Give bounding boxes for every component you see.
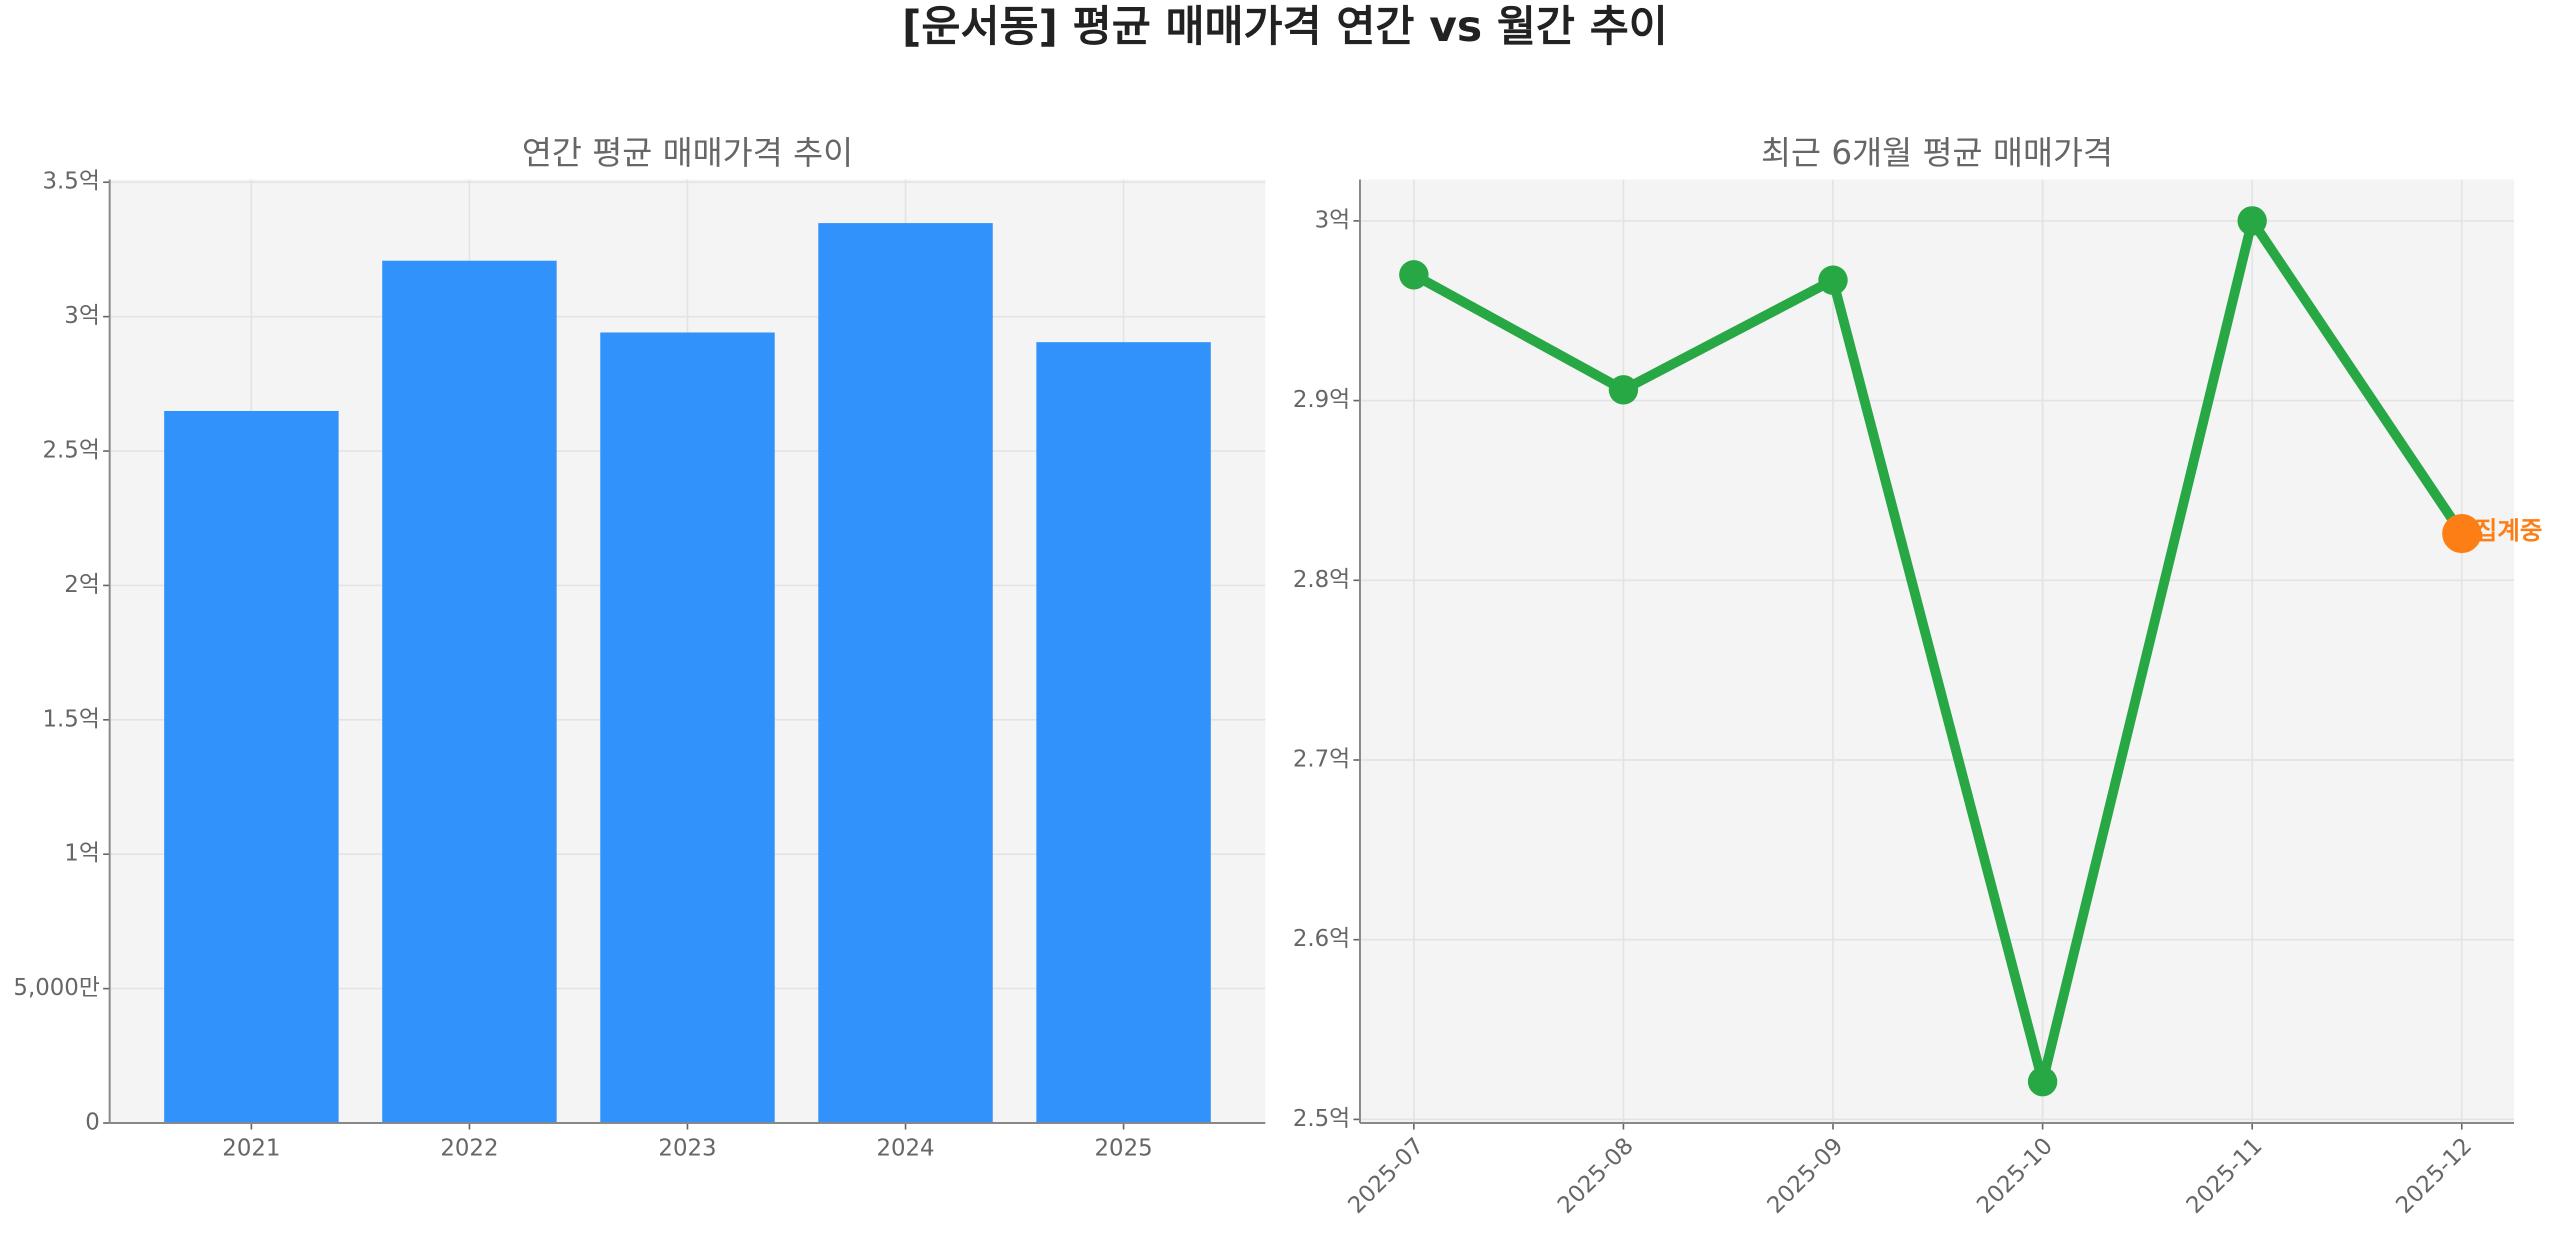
bar [382,260,557,1124]
x-tick-label: 2025 [1095,1136,1153,1162]
figure-title: [운서동] 평균 매매가격 연간 vs 월간 추이 [902,3,1668,52]
y-tick-label: 2.5억 [43,438,100,464]
point [1818,265,1848,295]
x-tick-label: 2025-08 [1553,1133,1639,1219]
x-tick-label: 2025-09 [1763,1133,1849,1219]
point [1399,260,1429,290]
y-tick-label: 2.5억 [1293,1106,1350,1132]
y-tick-label: 3억 [1315,207,1351,233]
y-tick-label: 3.5억 [43,169,100,195]
chart-title: 연간 평균 매매가격 추이 [522,134,853,172]
y-tick-label: 5,000만 [13,975,99,1001]
y-tick-label: 0 [85,1110,100,1136]
x-tick-label: 2022 [440,1136,498,1162]
y-tick-label: 2.8억 [1293,567,1350,593]
y-tick-label: 1.5억 [43,706,100,732]
highlight-point [2442,513,2482,554]
y-tick-label: 2.7억 [1293,746,1350,772]
x-tick-label: 2024 [876,1136,934,1162]
x-tick-label: 2025-10 [1972,1133,2058,1219]
y-tick-label: 2억 [64,572,100,598]
x-tick-label: 2025-12 [2391,1133,2477,1219]
line [1411,215,2466,1087]
x-tick-label: 2025-11 [2182,1133,2268,1219]
y-tick-label: 1억 [64,841,100,867]
y-tick-label: 2.6억 [1293,926,1350,952]
x-tick-label: 2023 [658,1136,716,1162]
bar [1036,342,1211,1124]
x-tick-label: 2025-07 [1343,1133,1429,1219]
point [1608,375,1639,405]
annotation: 집계중 [2475,516,2543,545]
y-tick-label: 3억 [64,303,100,329]
chart-title: 최근 6개월 평균 매매가격 [1761,134,2113,172]
point [2027,1066,2058,1097]
bar [600,332,775,1124]
y-tick-label: 2.9억 [1293,387,1350,413]
bar [164,410,339,1124]
bar [818,223,993,1124]
x-tick-label: 2021 [222,1136,280,1162]
point [2237,206,2267,236]
plot-background [1359,179,2514,1124]
